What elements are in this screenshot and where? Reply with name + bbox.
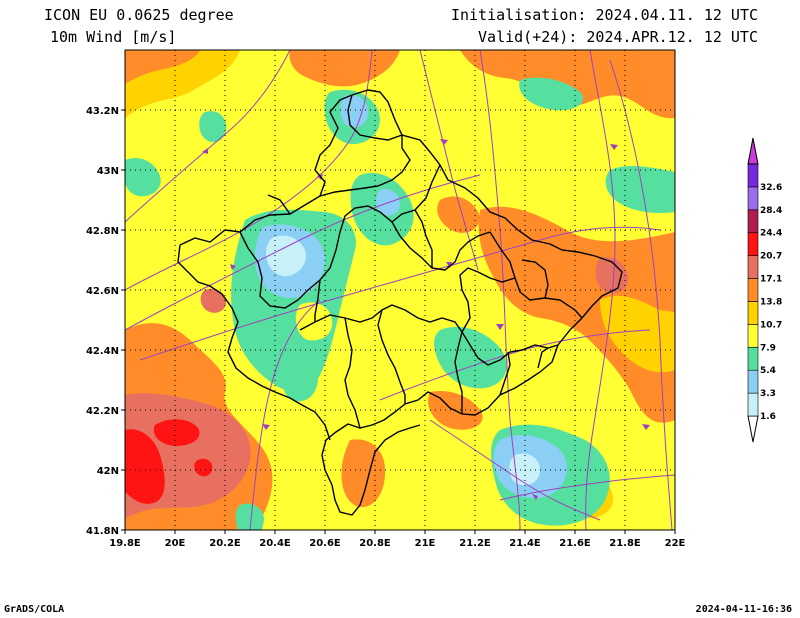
legend-level-label: 13.8 xyxy=(760,297,782,307)
latitude-labels: 41.8N 42N 42.2N 42.4N 42.6N 42.8N 43N 43.2N xyxy=(86,106,125,537)
lat-tick-label: 43.2N xyxy=(86,106,119,117)
legend-level-label: 28.4 xyxy=(760,206,782,216)
legend-top-arrow xyxy=(747,137,759,165)
footer-credit: GrADS/COLA xyxy=(4,604,65,615)
lat-tick-label: 42.6N xyxy=(86,286,119,297)
lat-tick-label: 42.2N xyxy=(86,406,119,417)
lon-tick-label: 20.6E xyxy=(309,538,341,549)
legend-box xyxy=(747,232,759,256)
legend-box xyxy=(747,163,759,188)
legend-box xyxy=(747,186,759,211)
legend-level-label: 7.9 xyxy=(760,343,776,353)
map-grid xyxy=(125,50,675,530)
lon-tick-label: 20.8E xyxy=(359,538,391,549)
lat-tick-label: 41.8N xyxy=(86,526,119,537)
lon-tick-label: 20.2E xyxy=(209,538,241,549)
lat-tick-label: 42.8N xyxy=(86,226,119,237)
wind-streamlines xyxy=(125,50,675,530)
legend-level-label: 24.4 xyxy=(760,229,782,239)
lon-tick-label: 21.4E xyxy=(509,538,541,549)
legend-level-label: 20.7 xyxy=(760,252,782,262)
legend-bottom-arrow xyxy=(747,415,759,443)
lon-tick-label: 19.8E xyxy=(109,538,141,549)
lon-tick-label: 22E xyxy=(665,538,686,549)
footer-timestamp: 2024-04-11-16:36 xyxy=(695,604,792,615)
valid-time: Valid(+24): 2024.APR.12. 12 UTC xyxy=(478,28,758,46)
legend-box xyxy=(747,255,759,279)
legend-level-label: 17.1 xyxy=(760,275,782,285)
color-legend: 1.6 3.3 5.4 7.9 10.7 13.8 17.1 20.7 24.4 28.4 32.6 xyxy=(747,137,782,443)
lon-tick-label: 21.6E xyxy=(559,538,591,549)
legend-box xyxy=(747,346,759,371)
lon-tick-label: 20E xyxy=(165,538,186,549)
legend-box xyxy=(747,392,759,417)
lat-tick-label: 42N xyxy=(97,466,119,477)
legend-level-label: 32.6 xyxy=(760,183,782,193)
legend-box xyxy=(747,369,759,394)
field-title: 10m Wind [m/s] xyxy=(50,28,177,46)
legend-level-label: 5.4 xyxy=(760,366,776,376)
legend-level-label: 10.7 xyxy=(760,320,782,330)
admin-borders xyxy=(177,89,623,516)
legend-level-label: 3.3 xyxy=(760,389,776,399)
lon-tick-label: 20.4E xyxy=(259,538,291,549)
legend-box xyxy=(747,301,759,325)
lon-tick-label: 21E xyxy=(415,538,436,549)
legend-level-label: 1.6 xyxy=(760,412,776,422)
wind-map: 19.8E 20E 20.2E 20.4E 20.6E 20.8E 21E 21.2E 21.4… xyxy=(86,49,782,549)
lon-tick-label: 21.2E xyxy=(459,538,491,549)
lat-tick-label: 42.4N xyxy=(86,346,119,357)
longitude-labels: 19.8E 20E 20.2E 20.4E 20.6E 20.8E 21E 21.2E 21.4… xyxy=(109,530,686,549)
model-title: ICON EU 0.0625 degree xyxy=(44,6,234,24)
lat-tick-label: 43N xyxy=(97,166,119,177)
init-time: Initialisation: 2024.04.11. 12 UTC xyxy=(450,6,758,24)
lon-tick-label: 21.8E xyxy=(609,538,641,549)
legend-box xyxy=(747,278,759,302)
legend-box xyxy=(747,324,759,348)
legend-box xyxy=(747,209,759,234)
